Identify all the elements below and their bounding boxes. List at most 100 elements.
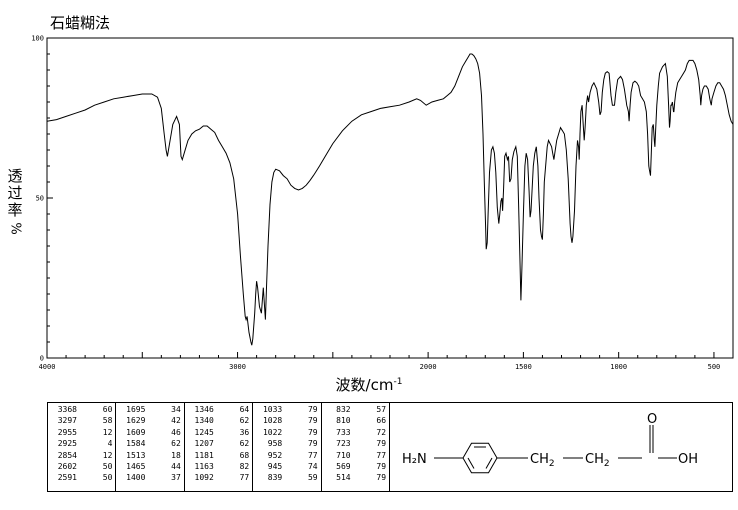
peak-wavenumber: 952 bbox=[267, 450, 283, 460]
methylene-1-text: CH bbox=[530, 452, 549, 467]
peak-row: 1028 79 bbox=[256, 415, 318, 426]
y-axis-ticks: 0 50 100 bbox=[31, 35, 53, 363]
peak-column: 1346 64 1340 62 1245 36 1207 62 1181 68 1163 82 1092… bbox=[185, 403, 254, 491]
peak-transmittance: 79 bbox=[307, 427, 318, 437]
peak-transmittance: 66 bbox=[376, 416, 387, 426]
y-tick-label: 50 bbox=[36, 195, 44, 203]
peak-transmittance: 50 bbox=[102, 461, 113, 471]
methylene-1-sub: 2 bbox=[549, 459, 555, 469]
peak-transmittance: 57 bbox=[376, 405, 387, 414]
peak-row: 1513 18 bbox=[119, 450, 181, 461]
plot-frame bbox=[46, 37, 734, 359]
ring-double-bond-3 bbox=[467, 457, 475, 469]
peak-row: 1181 68 bbox=[188, 450, 250, 461]
peak-wavenumber: 1163 bbox=[194, 461, 214, 471]
peak-row: 1340 62 bbox=[188, 415, 250, 426]
peak-transmittance: 36 bbox=[239, 427, 250, 437]
y-tick-label: 100 bbox=[31, 35, 44, 43]
peak-wavenumber: 2602 bbox=[57, 461, 77, 471]
peak-wavenumber: 514 bbox=[336, 473, 351, 483]
hydroxyl-group: OH bbox=[678, 452, 698, 467]
peak-transmittance: 79 bbox=[376, 473, 387, 483]
peak-transmittance: 44 bbox=[171, 461, 181, 471]
peak-transmittance: 77 bbox=[239, 473, 250, 483]
peak-transmittance: 42 bbox=[171, 416, 181, 426]
peak-row: 2591 50 bbox=[51, 472, 113, 483]
peak-wavenumber: 1584 bbox=[126, 439, 146, 449]
x-tick-label: 2000 bbox=[420, 363, 437, 371]
peak-row: 945 74 bbox=[256, 461, 318, 472]
peak-wavenumber: 839 bbox=[267, 473, 283, 483]
x-axis-ticks: 4000 3000 2000 1500 1000 500 bbox=[39, 352, 734, 371]
peak-wavenumber: 1028 bbox=[262, 416, 283, 426]
peak-wavenumber: 710 bbox=[336, 450, 351, 460]
peak-row: 958 79 bbox=[256, 438, 318, 449]
peak-row: 1400 37 bbox=[119, 472, 181, 483]
peak-wavenumber: 1245 bbox=[194, 427, 214, 437]
peak-transmittance: 79 bbox=[307, 405, 318, 414]
peak-wavenumber: 569 bbox=[336, 461, 351, 471]
peak-transmittance: 62 bbox=[171, 439, 181, 449]
method-title: 石蜡糊法 bbox=[50, 14, 111, 32]
peak-row: 1092 77 bbox=[188, 472, 250, 483]
peak-wavenumber: 1181 bbox=[194, 450, 214, 460]
peak-wavenumber: 1513 bbox=[126, 450, 146, 460]
amine-group: H₂N bbox=[402, 452, 427, 467]
peak-row: 832 57 bbox=[325, 404, 386, 415]
peak-row: 1465 44 bbox=[119, 461, 181, 472]
peak-row: 1033 79 bbox=[256, 404, 318, 415]
peak-wavenumber: 2955 bbox=[57, 427, 77, 437]
spectrum-line bbox=[46, 53, 734, 346]
y-axis-label: 透 过 率 % bbox=[6, 168, 24, 237]
peak-wavenumber: 723 bbox=[336, 439, 351, 449]
peak-transmittance: 46 bbox=[171, 427, 181, 437]
x-axis-label-sup: -1 bbox=[393, 377, 403, 387]
peak-wavenumber: 958 bbox=[267, 439, 283, 449]
peak-row: 3368 60 bbox=[51, 404, 113, 415]
peak-transmittance: 82 bbox=[239, 461, 250, 471]
peak-row: 1609 46 bbox=[119, 427, 181, 438]
x-axis-label-text: 波数/cm bbox=[335, 376, 394, 394]
peak-transmittance: 79 bbox=[307, 416, 318, 426]
peak-transmittance: 37 bbox=[171, 473, 181, 483]
peak-transmittance: 50 bbox=[102, 473, 113, 483]
peak-transmittance: 4 bbox=[107, 439, 113, 449]
peak-row: 1022 79 bbox=[256, 427, 318, 438]
peak-transmittance: 77 bbox=[307, 450, 318, 460]
peak-row: 2925 4 bbox=[51, 438, 113, 449]
peak-wavenumber: 1033 bbox=[262, 405, 283, 414]
peak-transmittance: 18 bbox=[171, 450, 181, 460]
peak-transmittance: 34 bbox=[171, 405, 181, 414]
peak-transmittance: 59 bbox=[307, 473, 318, 483]
peak-transmittance: 79 bbox=[376, 439, 387, 449]
peak-transmittance: 68 bbox=[239, 450, 250, 460]
peak-wavenumber: 945 bbox=[267, 461, 283, 471]
peak-transmittance: 77 bbox=[376, 450, 387, 460]
peak-wavenumber: 832 bbox=[336, 405, 351, 414]
peak-transmittance: 79 bbox=[307, 439, 318, 449]
carbonyl-oxygen: O bbox=[647, 412, 657, 427]
peak-transmittance: 74 bbox=[307, 461, 318, 471]
peak-row: 1346 64 bbox=[188, 404, 250, 415]
peak-row: 1584 62 bbox=[119, 438, 181, 449]
peak-wavenumber: 1609 bbox=[126, 427, 146, 437]
peak-row: 710 77 bbox=[325, 450, 386, 461]
methylene-1: CH2 bbox=[530, 452, 555, 469]
peak-row: 733 72 bbox=[325, 427, 386, 438]
peak-wavenumber: 1465 bbox=[126, 461, 146, 471]
peak-transmittance: 62 bbox=[239, 439, 250, 449]
peak-wavenumber: 3368 bbox=[57, 405, 77, 414]
y-tick-label: 0 bbox=[40, 355, 44, 363]
structure-box: H₂N CH2 CH2 O OH bbox=[390, 402, 733, 492]
peak-wavenumber: 1022 bbox=[262, 427, 283, 437]
peak-wavenumber: 1629 bbox=[126, 416, 146, 426]
peak-row: 2854 12 bbox=[51, 450, 113, 461]
x-tick-label: 4000 bbox=[39, 363, 56, 371]
molecule-structure: H₂N CH2 CH2 O OH bbox=[402, 412, 698, 474]
peak-transmittance: 12 bbox=[102, 427, 113, 437]
peak-wavenumber: 1340 bbox=[194, 416, 214, 426]
peak-row: 2602 50 bbox=[51, 461, 113, 472]
x-tick-label: 1500 bbox=[515, 363, 532, 371]
peak-transmittance: 12 bbox=[102, 450, 113, 460]
peak-wavenumber: 1346 bbox=[194, 405, 214, 414]
